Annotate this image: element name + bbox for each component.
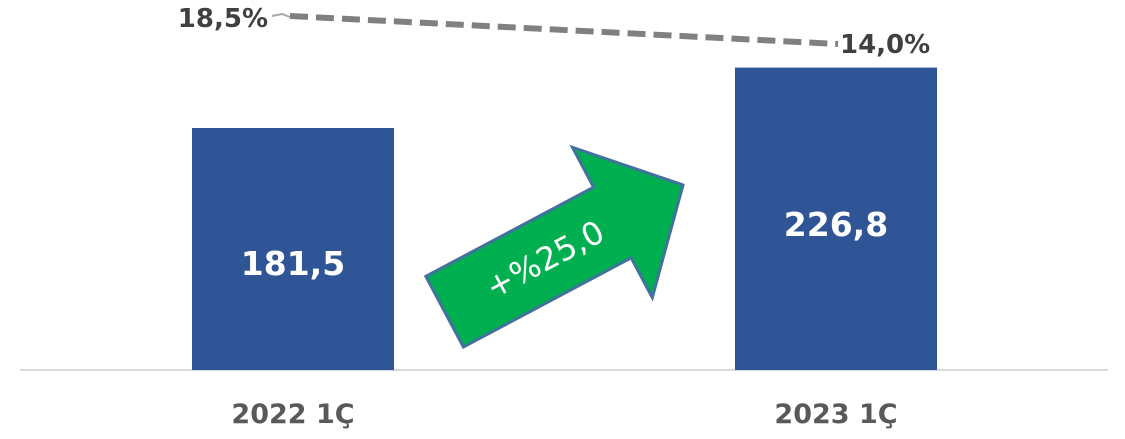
bar-value-label-2022-1c: 181,5 <box>241 244 345 283</box>
leader-line <box>271 12 291 18</box>
growth-arrow-shape <box>423 144 685 350</box>
percentage-label-2023-1c: 14,0% <box>840 30 930 60</box>
bar-2022-1c <box>192 128 394 370</box>
bar-value-label-2023-1c: 226,8 <box>784 205 888 244</box>
category-label-2022-1c: 2022 1Ç <box>231 399 354 430</box>
category-label-2023-1c: 2023 1Ç <box>774 399 897 430</box>
percentage-label-2022-1c: 18,5% <box>178 4 268 34</box>
growth-arrow: +%25,0 <box>423 144 685 350</box>
bar-2023-1c <box>735 67 937 370</box>
percentage-line <box>289 13 839 47</box>
